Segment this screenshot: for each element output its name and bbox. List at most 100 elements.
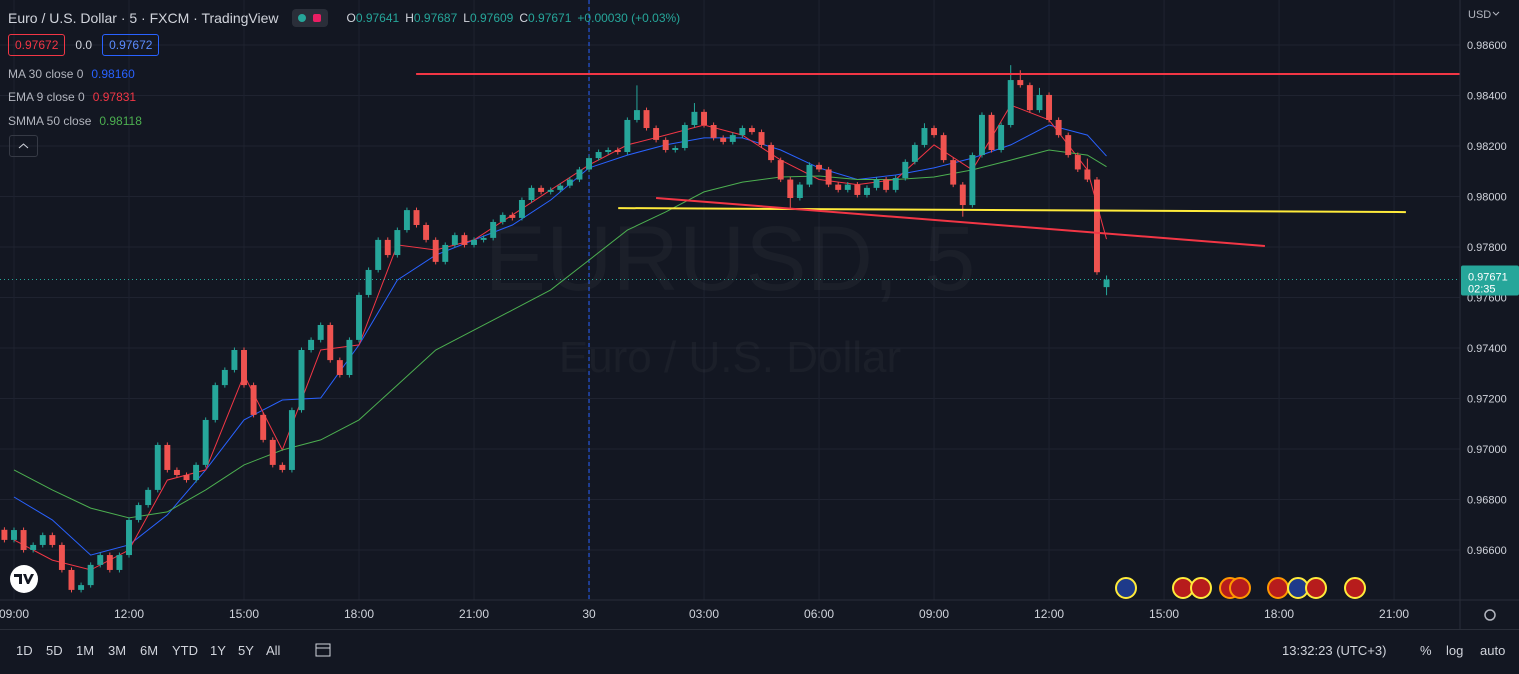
range-button[interactable]: 1D [16, 643, 33, 658]
candle-body [327, 325, 334, 361]
range-button[interactable]: 1M [76, 643, 95, 658]
range-button[interactable]: 3M [108, 643, 127, 658]
range-button[interactable]: 5Y [238, 643, 254, 658]
x-tick-label: 12:00 [114, 607, 144, 621]
range-button[interactable]: 6M [140, 643, 159, 658]
date-range-icon[interactable] [314, 641, 332, 659]
candle-body [403, 210, 410, 231]
candle-body [154, 444, 161, 490]
candle-body [624, 119, 631, 153]
ohlc-key: H [405, 11, 414, 25]
candle-body [221, 369, 228, 386]
candle-body [250, 385, 257, 415]
x-tick-label: 15:00 [1149, 607, 1179, 621]
candle-body [451, 235, 458, 245]
candle-body [317, 325, 324, 340]
candle-body [509, 214, 516, 218]
ohlc-low: L0.97609 [463, 11, 513, 25]
y-tick-label: 0.97000 [1467, 444, 1507, 456]
candle-body [863, 187, 870, 195]
candle-body [30, 544, 37, 550]
symbol-title[interactable]: Euro / U.S. Dollar · 5 · FXCM · TradingV… [8, 10, 279, 26]
candle-body [384, 239, 391, 256]
candle-body [787, 179, 794, 198]
range-button[interactable]: 1Y [210, 643, 226, 658]
x-tick-label: 03:00 [689, 607, 719, 621]
scale-option[interactable]: log [1446, 643, 1464, 658]
candle-body [758, 132, 765, 145]
candle-body [1103, 279, 1110, 288]
candle-body [1007, 80, 1014, 125]
x-tick-label: 21:00 [459, 607, 489, 621]
candle-body [614, 150, 621, 153]
candle-body [49, 535, 56, 545]
candle-body [308, 339, 315, 350]
range-button[interactable]: YTD [172, 643, 198, 658]
indicator-value: 0.98160 [91, 67, 135, 81]
x-tick-label: 09:00 [919, 607, 949, 621]
y-tick-label: 0.98600 [1467, 40, 1507, 52]
candle-body [1026, 85, 1033, 111]
candle-body [710, 125, 717, 138]
ohlc-value: 0.97671 [528, 11, 572, 25]
chart: EURUSD, 5 Euro / U.S. Dollar 0.986000.98… [0, 0, 1519, 629]
candle-body [1017, 80, 1024, 86]
candle-body [557, 185, 564, 190]
currency[interactable]: USD [1468, 9, 1491, 21]
y-tick-label: 0.97800 [1467, 242, 1507, 254]
ohlc-value: 0.97641 [355, 11, 400, 25]
indicator-legend[interactable]: EMA 9 close 0 0.97831 [8, 90, 136, 104]
candle-body [998, 125, 1005, 150]
spread: 0.0 [75, 38, 93, 52]
settings-icon[interactable] [1484, 609, 1496, 621]
candle-body [490, 221, 497, 238]
candle-body [931, 128, 938, 136]
watermark-description: Euro / U.S. Dollar [559, 333, 901, 382]
candle-body [806, 164, 813, 185]
range-button[interactable]: 5D [46, 643, 63, 658]
candle-body [231, 350, 238, 370]
candle-body [1, 529, 8, 540]
candle-body [921, 128, 928, 145]
candle-body [720, 137, 727, 142]
range-button[interactable]: All [266, 643, 281, 658]
candle-body [978, 114, 985, 156]
countdown: 02:35 [1468, 284, 1496, 296]
candle-body [365, 269, 372, 295]
candle-body [1046, 94, 1053, 120]
scale-option[interactable]: auto [1480, 643, 1506, 658]
collapse-button[interactable] [9, 135, 38, 157]
candle-body [11, 530, 17, 540]
ohlc-value: 0.97687 [413, 11, 458, 25]
x-tick-label: 09:00 [0, 607, 29, 621]
candle-body [528, 187, 535, 200]
indicator-line [13, 149, 1107, 519]
ohlc-key: O [346, 11, 356, 25]
x-tick-label: 18:00 [1264, 607, 1294, 621]
sell-button[interactable]: 0.97672 [8, 34, 66, 56]
indicator-legend[interactable]: SMMA 50 close 0.98118 [8, 114, 142, 128]
candle-body [988, 114, 995, 150]
candle-body [471, 239, 477, 245]
buy-button[interactable]: 0.97672 [102, 34, 160, 56]
market-status [292, 9, 329, 27]
candle-body [883, 179, 890, 190]
candle-body [605, 150, 612, 153]
candle-body [78, 585, 85, 590]
clock[interactable]: 13:32:23 (UTC+3) [1282, 643, 1387, 658]
scale-option[interactable]: % [1420, 643, 1432, 658]
candle-body [748, 128, 755, 133]
ohlc-value: 0.97609 [469, 11, 514, 25]
indicator-legend[interactable]: MA 30 close 0 0.98160 [8, 67, 135, 81]
candle-body [212, 385, 219, 420]
candle-body [844, 184, 851, 190]
candle-body [126, 519, 132, 556]
candle-body [499, 214, 506, 222]
candle-body [959, 184, 966, 206]
candle-body [164, 444, 171, 470]
event-icons[interactable] [1115, 577, 1366, 599]
candle-body [423, 225, 430, 240]
candle-body [145, 489, 152, 506]
candle-body [873, 179, 880, 188]
